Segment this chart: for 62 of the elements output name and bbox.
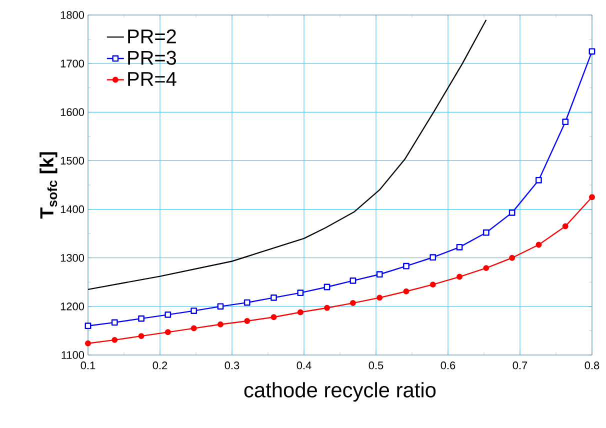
point bbox=[562, 223, 568, 230]
y-tick-label: 1700 bbox=[60, 60, 84, 68]
point bbox=[217, 321, 224, 328]
point bbox=[509, 254, 516, 261]
point bbox=[536, 242, 542, 248]
point bbox=[190, 308, 198, 314]
point bbox=[84, 322, 92, 330]
x-tick-label: 0.4 bbox=[296, 362, 312, 370]
x-tick-label: 0.2 bbox=[152, 362, 168, 370]
point bbox=[482, 229, 490, 236]
point bbox=[324, 304, 330, 311]
point bbox=[508, 209, 516, 216]
y-tick-label: 1400 bbox=[60, 205, 84, 214]
point bbox=[376, 271, 383, 278]
point bbox=[350, 277, 356, 284]
point bbox=[164, 311, 172, 318]
point bbox=[430, 254, 436, 261]
point bbox=[324, 284, 330, 290]
x-axis-title: cathode recycle ratio bbox=[244, 382, 436, 402]
point bbox=[190, 325, 197, 332]
point bbox=[589, 194, 595, 200]
point bbox=[403, 262, 410, 270]
point bbox=[456, 244, 463, 250]
x-tick-label: 0.5 bbox=[368, 362, 384, 370]
point bbox=[350, 300, 356, 306]
point bbox=[85, 340, 91, 346]
legend-label: PR=3 bbox=[128, 50, 176, 65]
point bbox=[297, 309, 304, 316]
y-axis-title: T$_{sofc}$ [k] bbox=[40, 152, 58, 219]
point bbox=[270, 294, 277, 301]
point bbox=[217, 303, 224, 310]
point bbox=[164, 329, 171, 336]
point bbox=[244, 299, 250, 306]
point bbox=[138, 315, 144, 322]
point bbox=[483, 265, 490, 272]
x-tick-label: 0.7 bbox=[512, 362, 528, 370]
point bbox=[376, 294, 383, 301]
point bbox=[456, 274, 463, 280]
y-tick-label: 1100 bbox=[62, 351, 84, 359]
x-tick-label: 0.6 bbox=[440, 362, 456, 370]
y-tick-label: 1600 bbox=[60, 108, 84, 116]
point bbox=[244, 318, 250, 324]
y-tick-label: 1300 bbox=[60, 254, 84, 262]
point bbox=[403, 288, 410, 294]
legend-label: PR=2 bbox=[128, 29, 176, 44]
point bbox=[430, 282, 436, 288]
x-tick-label: 0.8 bbox=[584, 362, 600, 370]
legend-label: PR=4 bbox=[128, 72, 176, 86]
y-tick-label: 1500 bbox=[60, 156, 84, 165]
point bbox=[270, 314, 277, 320]
point bbox=[297, 290, 304, 296]
y-tick-label: 1200 bbox=[60, 302, 84, 310]
x-tick-label: 0.1 bbox=[80, 362, 96, 370]
point bbox=[588, 48, 596, 55]
point bbox=[138, 333, 144, 340]
point bbox=[111, 319, 118, 326]
point bbox=[112, 336, 118, 343]
y-tick-label: 1800 bbox=[60, 11, 84, 19]
x-tick-label: 0.3 bbox=[224, 362, 240, 370]
line-series bbox=[88, 19, 487, 290]
point bbox=[536, 176, 542, 184]
point bbox=[562, 118, 569, 126]
